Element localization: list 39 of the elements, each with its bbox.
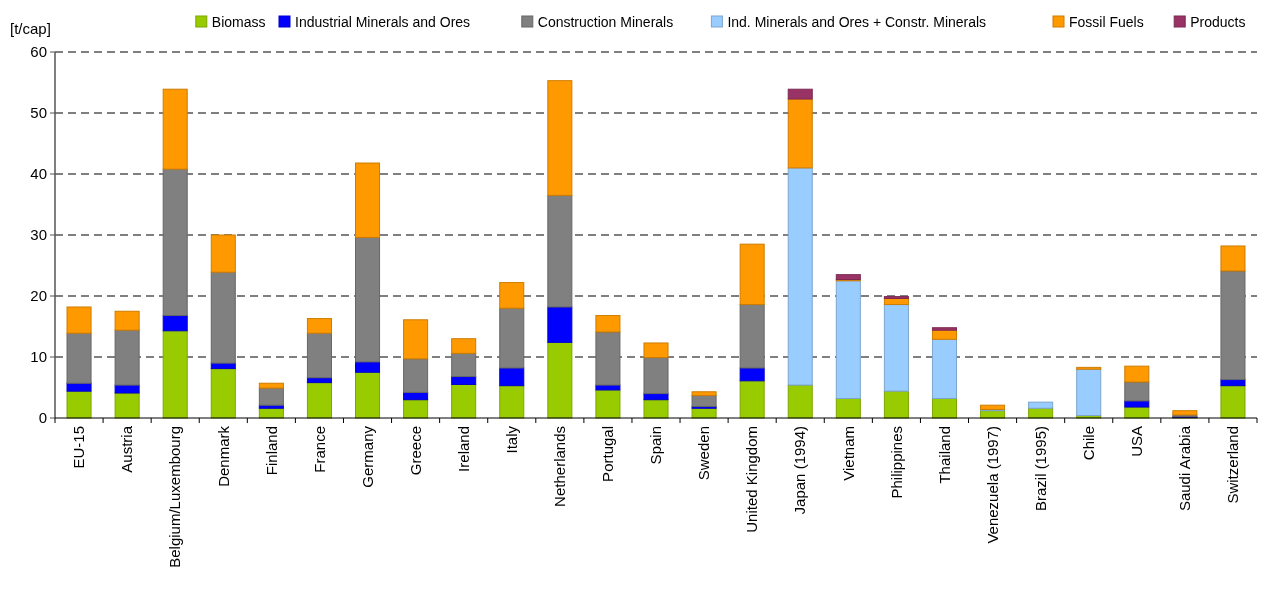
x-tick-label: Italy bbox=[503, 425, 521, 454]
legend-label: Ind. Minerals and Ores + Constr. Minerals bbox=[727, 13, 987, 30]
x-tick-label: USA bbox=[1128, 426, 1146, 457]
legend-label: Biomass bbox=[211, 13, 266, 30]
y-tick-label: 20 bbox=[30, 287, 47, 305]
x-tick-label: Denmark bbox=[214, 425, 232, 487]
x-tick-label: Portugal bbox=[599, 426, 617, 482]
y-tick-label: 10 bbox=[30, 348, 47, 366]
x-tick-label: Thailand bbox=[935, 426, 953, 484]
x-tick-label: Ireland bbox=[454, 426, 472, 472]
x-tick-label: Chile bbox=[1079, 426, 1097, 461]
x-tick-label: Saudi Arabia bbox=[1176, 425, 1194, 512]
legend-label: Construction Minerals bbox=[537, 13, 674, 30]
x-tick-label: Vietnam bbox=[839, 426, 857, 481]
x-tick-label: Austria bbox=[118, 425, 136, 473]
x-tick-label: United Kingdom bbox=[743, 426, 761, 533]
x-tick-label: Belgium/Luxembourg bbox=[166, 426, 184, 568]
x-tick-label: France bbox=[310, 426, 328, 473]
x-tick-label: Greece bbox=[406, 426, 424, 476]
x-tick-label: Spain bbox=[647, 426, 665, 465]
x-tick-label: Venezuela (1997) bbox=[983, 426, 1001, 544]
x-tick-label: Germany bbox=[358, 425, 376, 488]
x-tick-label: Brazil (1995) bbox=[1031, 426, 1049, 512]
y-tick-label: 60 bbox=[30, 43, 47, 61]
y-tick-label: 40 bbox=[30, 165, 47, 183]
x-tick-label: Finland bbox=[262, 426, 280, 476]
y-axis-title: [t/cap] bbox=[10, 20, 51, 37]
x-tick-label: Philippines bbox=[887, 426, 905, 499]
y-tick-label: 0 bbox=[38, 409, 47, 427]
legend-label: Products bbox=[1190, 13, 1246, 30]
x-tick-label: Japan (1994) bbox=[791, 426, 809, 515]
x-tick-label: EU-15 bbox=[70, 426, 88, 469]
x-tick-label: Switzerland bbox=[1224, 426, 1242, 504]
legend-label: Industrial Minerals and Ores bbox=[295, 13, 471, 30]
legend-label: Fossil Fuels bbox=[1069, 13, 1144, 30]
y-tick-label: 30 bbox=[30, 226, 47, 244]
x-tick-label: Sweden bbox=[695, 426, 713, 481]
x-tick-label: Netherlands bbox=[551, 426, 569, 507]
y-tick-label: 50 bbox=[30, 104, 47, 122]
